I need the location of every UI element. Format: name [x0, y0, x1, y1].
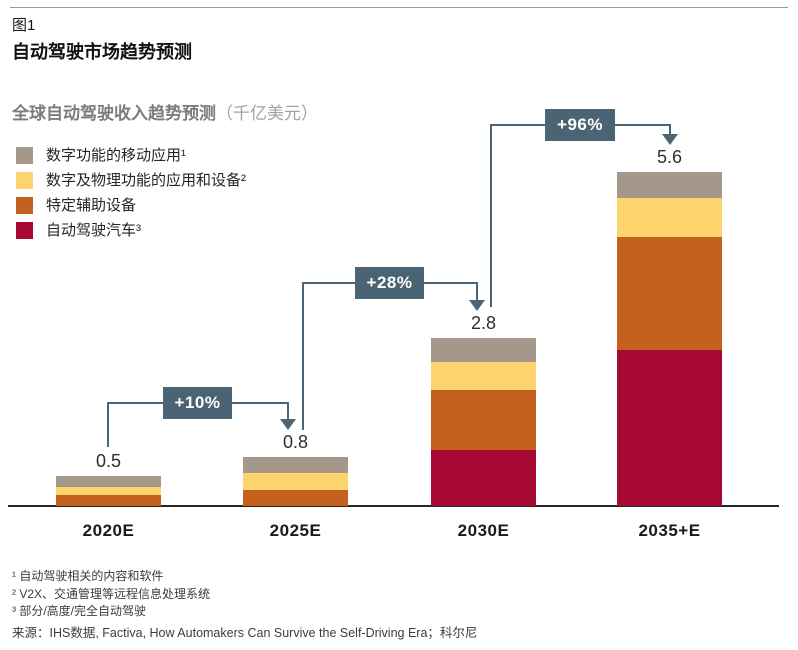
- bar-segment-2020E-s2: [56, 494, 161, 506]
- connector-rise-line-2: [490, 124, 492, 307]
- bar-segment-2020E-s0: [56, 476, 161, 487]
- legend-item-1: 数字及物理功能的应用和设备²: [16, 172, 246, 189]
- top-divider: [10, 7, 788, 8]
- bar-segment-2035+E-s1: [617, 198, 722, 238]
- bar-segment-2020E-s1: [56, 486, 161, 495]
- bar-total-label-2030E: 2.8: [470, 313, 497, 333]
- growth-rate-badge-2: +96%: [545, 109, 615, 141]
- arrowhead-down-icon-1: [469, 300, 485, 311]
- connector-drop-line-2: [669, 124, 671, 134]
- footnote-3: ³ 部分/高度/完全自动驾驶: [12, 604, 146, 618]
- x-axis-label-2030E: 2030E: [457, 521, 510, 540]
- source-note: 来源：IHS数据, Factiva, How Automakers Can Su…: [12, 626, 478, 640]
- footnote-2: ² V2X、交通管理等远程信息处理系统: [12, 586, 211, 601]
- bar-segment-2030E-s2: [431, 389, 536, 451]
- chart-subtitle: 全球自动驾驶收入趋势预测（千亿美元）: [12, 99, 318, 124]
- x-axis-label-2035+E: 2035+E: [638, 521, 701, 540]
- bar-segment-2025E-s1: [243, 473, 348, 490]
- legend-item-0: 数字功能的移动应用¹: [16, 147, 246, 164]
- legend-label: 数字及物理功能的应用和设备²: [46, 172, 246, 189]
- legend-swatch-icon: [16, 197, 33, 214]
- bar-segment-2025E-s2: [243, 489, 348, 506]
- x-axis-label-2025E: 2025E: [269, 521, 322, 540]
- chart-legend: 数字功能的移动应用¹ 数字及物理功能的应用和设备² 特定辅助设备 自动驾驶汽车³: [16, 147, 246, 247]
- growth-rate-badge-1: +28%: [354, 267, 425, 299]
- legend-label: 数字功能的移动应用¹: [46, 147, 186, 164]
- connector-rise-line-1: [302, 282, 304, 430]
- bar-total-label-2020E: 0.5: [95, 451, 122, 471]
- legend-swatch-icon: [16, 147, 33, 164]
- bar-segment-2030E-s0: [431, 338, 536, 362]
- legend-swatch-icon: [16, 222, 33, 239]
- figure-title: 自动驾驶市场趋势预测: [12, 42, 192, 62]
- legend-label: 特定辅助设备: [46, 197, 137, 214]
- legend-item-3: 自动驾驶汽车³: [16, 222, 246, 239]
- bar-segment-2035+E-s3: [617, 350, 722, 506]
- legend-label: 自动驾驶汽车³: [46, 222, 141, 239]
- legend-item-2: 特定辅助设备: [16, 197, 246, 214]
- growth-rate-badge-0: +10%: [162, 387, 233, 419]
- bar-total-label-2035+E: 5.6: [656, 147, 683, 168]
- bar-segment-2025E-s0: [243, 456, 348, 473]
- footnote-1: ¹ 自动驾驶相关的内容和软件: [12, 569, 164, 583]
- legend-swatch-icon: [16, 172, 33, 189]
- bar-total-label-2025E: 0.8: [282, 431, 309, 452]
- arrowhead-down-icon-0: [280, 419, 296, 430]
- chart-subtitle-text: 全球自动驾驶收入趋势预测: [12, 104, 216, 123]
- bar-segment-2035+E-s2: [617, 237, 722, 350]
- chart-subtitle-unit: （千亿美元）: [216, 104, 318, 123]
- footnotes: ¹ 自动驾驶相关的内容和软件 ² V2X、交通管理等远程信息处理系统 ³ 部分/…: [12, 568, 210, 621]
- bar-segment-2035+E-s0: [617, 172, 722, 199]
- x-axis-line: [8, 505, 779, 507]
- figure-number: 图1: [12, 17, 36, 34]
- arrowhead-down-icon-2: [662, 134, 678, 145]
- bar-segment-2030E-s3: [431, 450, 536, 506]
- x-axis-label-2020E: 2020E: [82, 521, 135, 540]
- connector-drop-line-1: [476, 282, 478, 300]
- bar-segment-2030E-s1: [431, 362, 536, 390]
- connector-rise-line-0: [107, 402, 109, 447]
- connector-drop-line-0: [287, 402, 289, 419]
